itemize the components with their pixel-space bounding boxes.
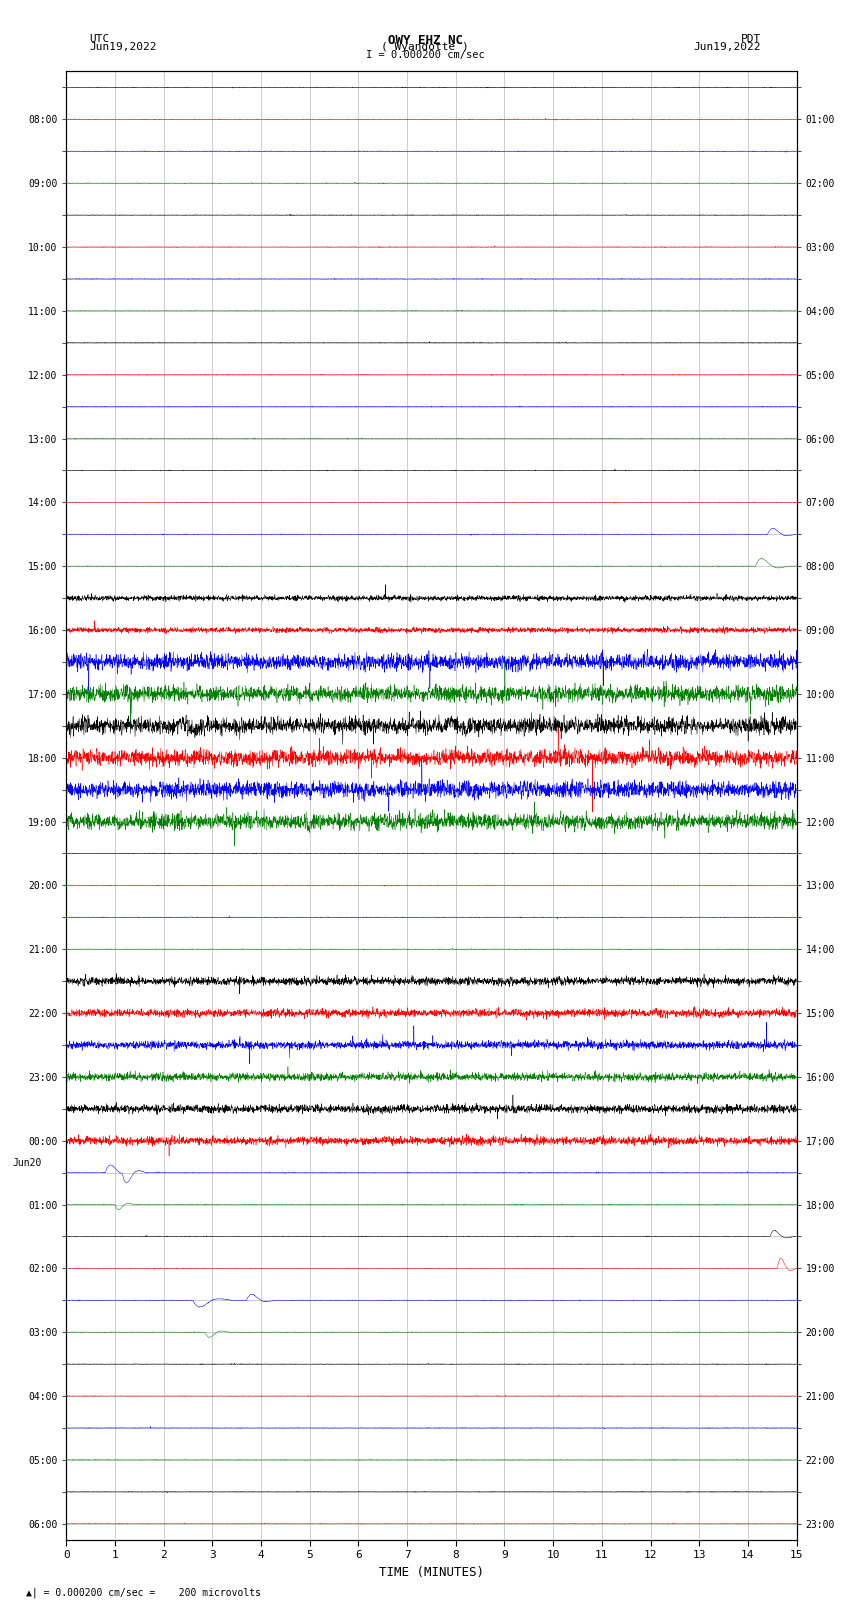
X-axis label: TIME (MINUTES): TIME (MINUTES) (379, 1566, 484, 1579)
Text: Jun20: Jun20 (13, 1158, 42, 1168)
Text: Jun19,2022: Jun19,2022 (694, 42, 761, 52)
Text: I = 0.000200 cm/sec: I = 0.000200 cm/sec (366, 50, 484, 60)
Text: ( Wyandotte ): ( Wyandotte ) (381, 42, 469, 52)
Text: OWY EHZ NC: OWY EHZ NC (388, 34, 462, 47)
Text: Jun19,2022: Jun19,2022 (89, 42, 156, 52)
Text: UTC: UTC (89, 34, 110, 44)
Text: PDT: PDT (740, 34, 761, 44)
Text: ▲| = 0.000200 cm/sec =    200 microvolts: ▲| = 0.000200 cm/sec = 200 microvolts (26, 1587, 260, 1598)
